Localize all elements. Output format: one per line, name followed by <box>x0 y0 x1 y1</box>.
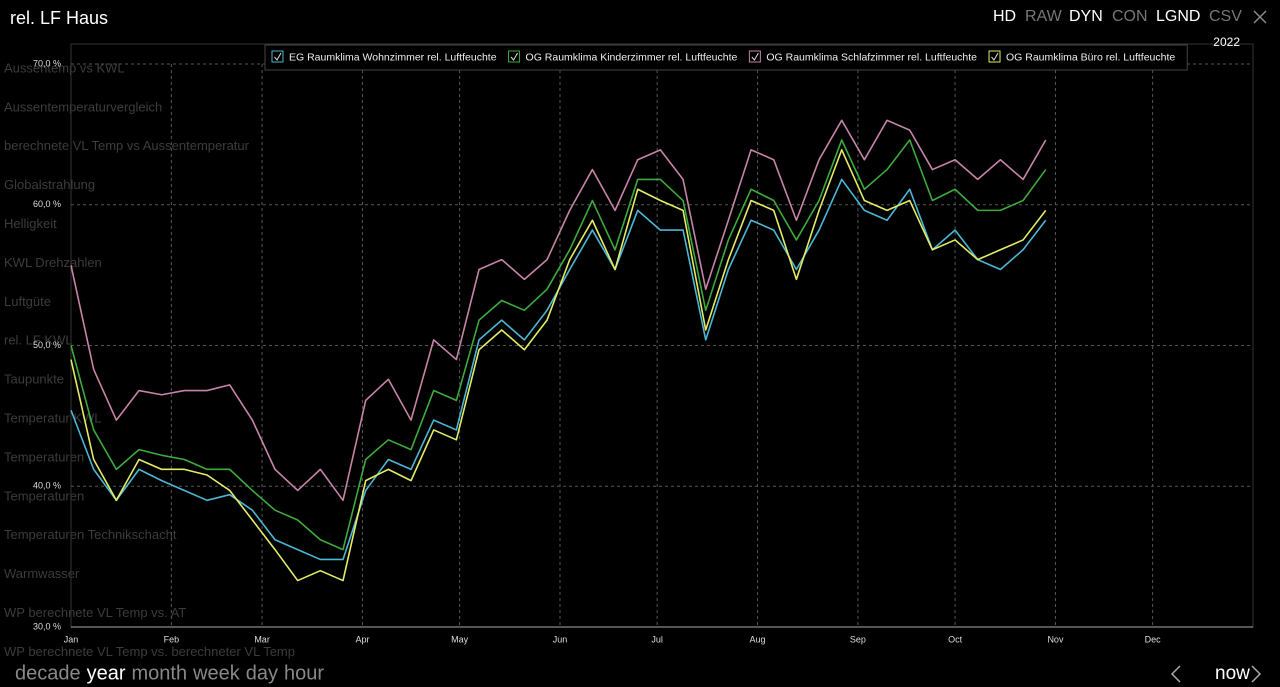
y-tick-label: 70,0 % <box>33 58 61 68</box>
menu-item[interactable]: Temperaturen <box>4 488 84 503</box>
legend-checkbox[interactable] <box>508 50 521 63</box>
x-tick-label: Jan <box>64 634 79 644</box>
chart: 30,0 % 40,0 % 50,0 % 60,0 % 70,0 % Jan Feb Mar A… <box>33 43 1254 644</box>
toggle-button[interactable]: CSV <box>1209 8 1242 25</box>
legend-label: OG Raumklima Büro rel. Luftfeuchte <box>1006 51 1175 63</box>
legend-check <box>751 52 759 61</box>
range-button[interactable]: hour <box>284 662 324 684</box>
legend-checkbox[interactable] <box>748 50 761 63</box>
toggle-button[interactable]: CON <box>1112 8 1148 25</box>
legend-box <box>264 44 1188 71</box>
menu-item[interactable]: Aussentemp vs KWL <box>4 60 125 75</box>
x-tick-label: Oct <box>948 634 963 644</box>
x-tick-label: Mar <box>254 634 270 644</box>
menu-item[interactable]: Temperaturen Technikschacht <box>4 527 177 542</box>
legend-check <box>274 52 282 61</box>
y-tick-label: 40,0 % <box>33 481 61 491</box>
toggle-button[interactable]: HD <box>993 8 1016 25</box>
now-button[interactable]: now <box>1215 663 1250 684</box>
next-arrow[interactable] <box>1251 665 1262 683</box>
prev-arrow[interactable] <box>1170 665 1181 683</box>
toggle-button[interactable]: DYN <box>1069 8 1103 25</box>
year: 2022 <box>1213 35 1240 49</box>
menu-item[interactable]: Helligkeit <box>4 216 57 231</box>
range-button[interactable]: year <box>87 662 126 684</box>
title: rel. LF Haus <box>10 8 108 28</box>
menu-background: Aussentemp vs KWL Aussentemperaturverglei… <box>4 60 295 659</box>
legend-check <box>510 52 518 61</box>
legend-checkbox[interactable] <box>271 50 284 63</box>
y-tick-label: 60,0 % <box>33 199 61 209</box>
toggle-button[interactable]: RAW <box>1025 8 1063 25</box>
x-tick-label: Sep <box>850 634 866 644</box>
range-button[interactable]: month <box>132 662 188 684</box>
x-tick-label: May <box>451 634 469 644</box>
range-button[interactable]: week <box>192 662 241 684</box>
menu-item[interactable]: Aussentemperaturvergleich <box>4 99 162 114</box>
menu-item[interactable]: Taupunkte <box>4 372 64 387</box>
x-tick-label: Jun <box>553 634 568 644</box>
toggle-button[interactable]: LGND <box>1156 8 1200 25</box>
legend-label: OG Raumklima Kinderzimmer rel. Luftfeuch… <box>526 51 738 63</box>
menu-item[interactable]: rel. LF KWL <box>4 333 73 348</box>
y-tick-label: 30,0 % <box>33 621 61 631</box>
x-tick-label: Aug <box>750 634 766 644</box>
legend-check <box>991 52 999 61</box>
close-icon[interactable] <box>1253 10 1267 24</box>
menu-item[interactable]: WP berechnete VL Temp vs. berechneter VL… <box>4 644 295 659</box>
ui: rel. LF Haus 2022 now HD RAW DYN CON LGND CSV… <box>10 8 1267 684</box>
range-button[interactable]: decade <box>15 662 81 684</box>
plot-frame <box>70 43 1254 628</box>
legend-checkbox[interactable] <box>988 50 1001 63</box>
series-line <box>70 149 1047 582</box>
menu-item[interactable]: Temperaturen <box>4 449 84 464</box>
series-line <box>70 139 1047 551</box>
menu-item[interactable]: Luftgüte <box>4 294 51 309</box>
x-tick-label: Apr <box>355 634 369 644</box>
menu-item[interactable]: berechnete VL Temp vs Aussentemperatur <box>4 138 250 153</box>
menu-item[interactable]: KWL Drehzahlen <box>4 255 102 270</box>
series-line <box>70 119 1047 502</box>
legend-label: EG Raumklima Wohnzimmer rel. Luftfeuchte <box>289 51 497 63</box>
menu-item[interactable]: Temperatur KWL <box>4 411 102 426</box>
x-tick-label: Dec <box>1145 634 1162 644</box>
menu-item[interactable]: Warmwasser <box>4 566 80 581</box>
range-button[interactable]: day <box>246 662 278 684</box>
x-tick-label: Feb <box>164 634 180 644</box>
menu-item[interactable]: Globalstrahlung <box>4 177 95 192</box>
legend-label: OG Raumklima Schlafzimmer rel. Luftfeuch… <box>766 51 977 63</box>
legend: EG Raumklima Wohnzimmer rel. Luftfeuchte… <box>264 44 1188 71</box>
menu-item[interactable]: WP berechnete VL Temp vs. AT <box>4 605 186 620</box>
y-tick-label: 50,0 % <box>33 340 61 350</box>
x-tick-label: Nov <box>1047 634 1064 644</box>
x-tick-label: Jul <box>651 634 663 644</box>
